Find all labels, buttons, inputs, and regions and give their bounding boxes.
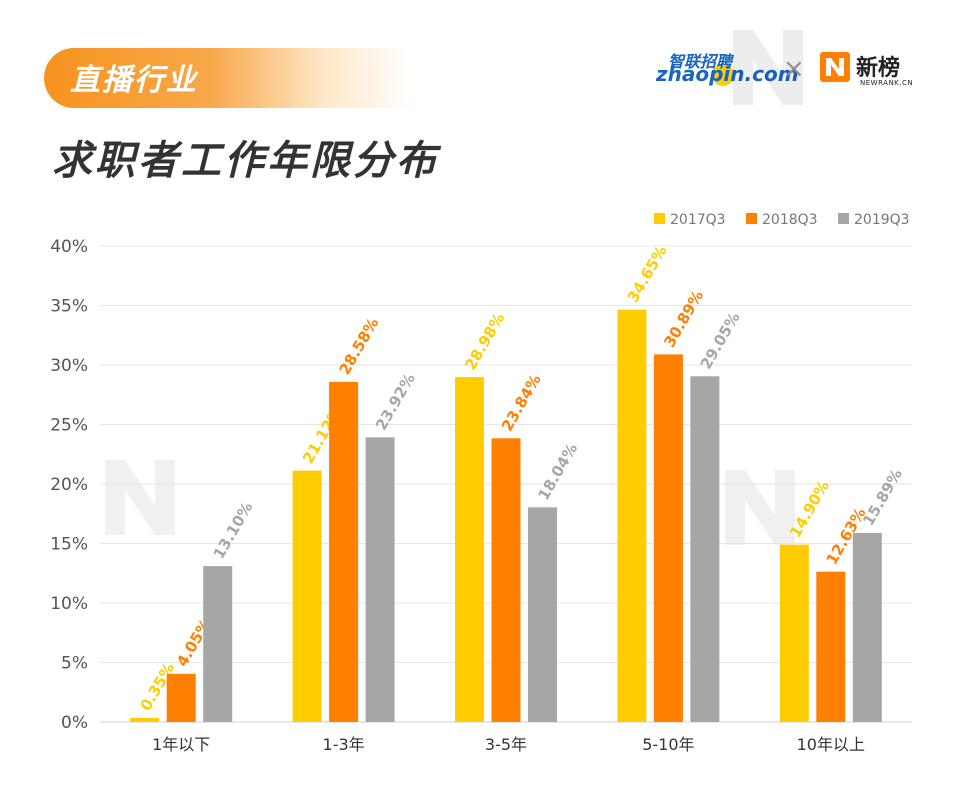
- bar: [292, 470, 322, 722]
- data-label: 28.58%: [335, 315, 382, 378]
- y-tick-label: 5%: [61, 654, 88, 674]
- data-label: 23.92%: [372, 370, 419, 433]
- y-tick-label: 35%: [50, 297, 88, 317]
- header-tag-background: [44, 48, 414, 108]
- legend-label: 2017Q3: [670, 212, 726, 228]
- x-tick-label: 3-5年: [485, 735, 527, 754]
- legend-swatch: [838, 213, 849, 224]
- data-label: 14.90%: [786, 478, 833, 541]
- data-label: 13.10%: [210, 499, 257, 562]
- bar: [455, 377, 484, 722]
- zhaopin-logo-en: zhaopin.com: [656, 62, 799, 86]
- y-tick-label: 20%: [50, 475, 88, 495]
- y-tick-label: 25%: [50, 416, 88, 436]
- y-tick-label: 30%: [50, 356, 88, 376]
- data-label: 34.65%: [624, 243, 671, 306]
- page-title: 求职者工作年限分布: [52, 138, 439, 184]
- y-tick-label: 15%: [50, 535, 88, 555]
- data-label: 15.89%: [859, 466, 906, 529]
- bar: [130, 717, 160, 722]
- bar: [779, 544, 809, 722]
- legend-label: 2019Q3: [854, 212, 910, 228]
- data-label: 30.89%: [660, 287, 707, 350]
- legend-label: 2018Q3: [762, 212, 818, 228]
- bar: [653, 354, 683, 722]
- newrank-logo-cn: 新榜: [856, 56, 901, 81]
- data-label: 29.05%: [697, 309, 744, 372]
- newrank-logo-icon: [820, 52, 850, 82]
- data-label: 18.04%: [534, 440, 581, 503]
- newrank-logo-en: NEWRANK.CN: [860, 79, 914, 87]
- bar: [816, 571, 846, 722]
- y-tick-label: 40%: [50, 237, 88, 257]
- legend-swatch: [746, 213, 757, 224]
- legend-swatch: [654, 213, 665, 224]
- data-label: 28.98%: [461, 310, 508, 373]
- y-tick-label: 10%: [50, 594, 88, 614]
- header-tag: 直播行业: [70, 63, 198, 98]
- bar: [203, 566, 233, 722]
- x-tick-label: 5-10年: [642, 735, 694, 754]
- bar: [491, 438, 521, 722]
- y-tick-label: 0%: [61, 713, 88, 733]
- logo-separator: ×: [783, 54, 805, 84]
- bar: [365, 437, 395, 722]
- x-tick-label: 1-3年: [323, 735, 365, 754]
- bar: [852, 532, 882, 722]
- bar: [617, 309, 647, 722]
- zhaopin-logo-cn: 智联招聘: [668, 52, 733, 71]
- bar: [690, 376, 720, 722]
- bar: [528, 507, 557, 722]
- bar: [329, 381, 359, 722]
- x-tick-label: 1年以下: [152, 735, 210, 754]
- x-tick-label: 10年以上: [797, 735, 865, 754]
- bar: [166, 673, 196, 722]
